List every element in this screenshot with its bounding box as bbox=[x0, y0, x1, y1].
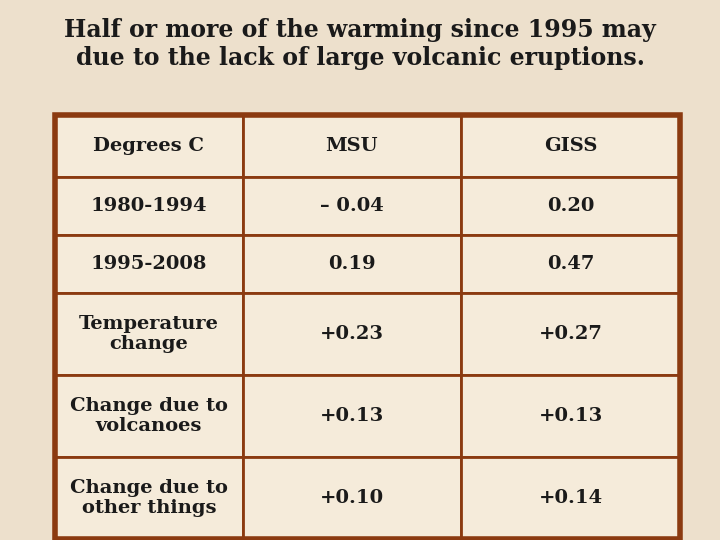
Text: Change due to
volcanoes: Change due to volcanoes bbox=[70, 396, 228, 435]
Bar bbox=[462, 235, 680, 293]
Text: 0.19: 0.19 bbox=[328, 255, 376, 273]
Bar bbox=[462, 293, 680, 375]
Bar bbox=[243, 177, 462, 235]
Text: Degrees C: Degrees C bbox=[94, 137, 204, 155]
Text: 1980-1994: 1980-1994 bbox=[91, 197, 207, 215]
Bar bbox=[55, 115, 680, 539]
Text: Temperature
change: Temperature change bbox=[78, 315, 219, 353]
Text: 0.20: 0.20 bbox=[547, 197, 594, 215]
Text: +0.23: +0.23 bbox=[320, 325, 384, 343]
Text: +0.27: +0.27 bbox=[539, 325, 603, 343]
Bar bbox=[243, 375, 462, 457]
Text: +0.13: +0.13 bbox=[539, 407, 603, 425]
Text: Half or more of the warming since 1995 may
due to the lack of large volcanic eru: Half or more of the warming since 1995 m… bbox=[64, 18, 656, 70]
Text: – 0.04: – 0.04 bbox=[320, 197, 384, 215]
Bar bbox=[243, 457, 462, 539]
Text: MSU: MSU bbox=[325, 137, 378, 155]
Text: +0.10: +0.10 bbox=[320, 489, 384, 507]
Text: GISS: GISS bbox=[544, 137, 598, 155]
Text: 0.47: 0.47 bbox=[547, 255, 594, 273]
Bar bbox=[243, 235, 462, 293]
Text: +0.13: +0.13 bbox=[320, 407, 384, 425]
Bar bbox=[243, 293, 462, 375]
Bar bbox=[243, 115, 462, 177]
Bar bbox=[55, 375, 243, 457]
Text: 1995-2008: 1995-2008 bbox=[91, 255, 207, 273]
Bar bbox=[462, 375, 680, 457]
Bar bbox=[462, 177, 680, 235]
Bar bbox=[55, 235, 243, 293]
Text: Change due to
other things: Change due to other things bbox=[70, 478, 228, 517]
Bar bbox=[462, 457, 680, 539]
Bar bbox=[55, 177, 243, 235]
Text: +0.14: +0.14 bbox=[539, 489, 603, 507]
Bar bbox=[55, 115, 243, 177]
Bar bbox=[55, 457, 243, 539]
Bar bbox=[55, 293, 243, 375]
Bar bbox=[462, 115, 680, 177]
